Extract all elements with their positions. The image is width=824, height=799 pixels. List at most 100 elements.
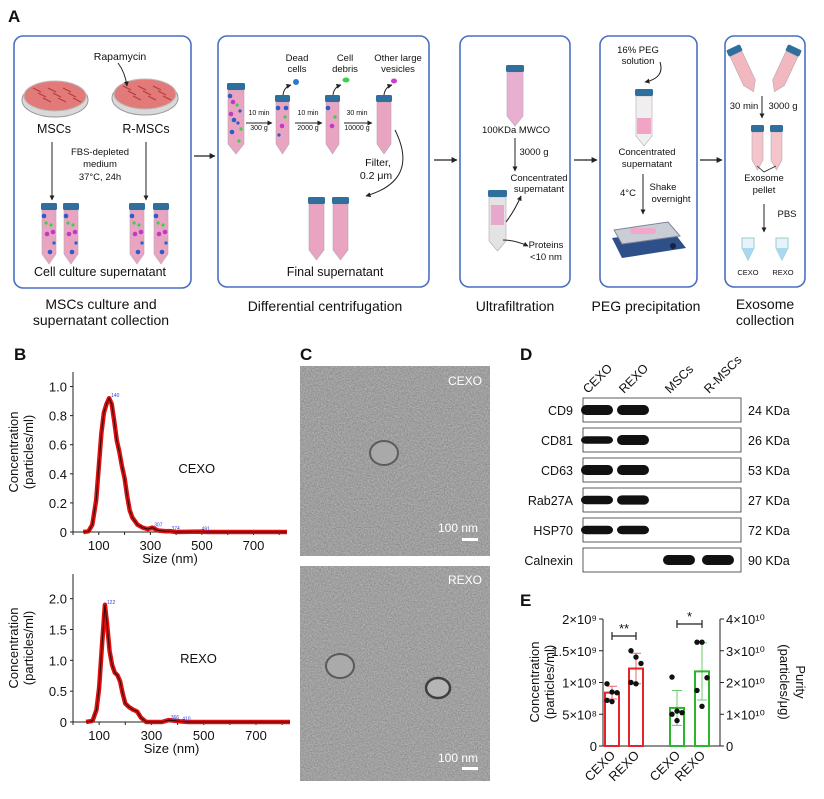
debris-dot bbox=[342, 77, 350, 83]
data-point bbox=[604, 697, 610, 703]
protein-label: CD63 bbox=[541, 464, 573, 478]
lane-label: R-MSCs bbox=[701, 353, 744, 396]
eppendorf-tube-icon bbox=[741, 237, 755, 262]
filter-size: 0.2 μm bbox=[360, 170, 393, 182]
particle bbox=[66, 221, 70, 225]
dead-cells-label: Dead bbox=[286, 53, 309, 64]
centrifuge-tube-icon bbox=[751, 125, 764, 171]
tube-cap bbox=[275, 95, 290, 102]
centrifuge-tube-icon bbox=[308, 197, 325, 261]
particle bbox=[229, 129, 235, 135]
spin-time-label: 30 min bbox=[730, 101, 759, 112]
scale-bar bbox=[462, 767, 478, 770]
tube-cap bbox=[785, 44, 802, 57]
tube-cap bbox=[751, 125, 764, 132]
tube-body bbox=[506, 71, 524, 127]
particle bbox=[231, 117, 237, 123]
concentrated-supernatant-label: Concentrated bbox=[618, 147, 675, 158]
particle bbox=[283, 105, 289, 111]
data-point bbox=[609, 698, 615, 705]
final-supernatant-label: Final supernatant bbox=[287, 265, 384, 279]
right-tick-label: 1×10¹⁰ bbox=[726, 707, 765, 722]
data-point bbox=[628, 648, 634, 654]
mean-line bbox=[83, 396, 287, 533]
tube-body bbox=[308, 203, 325, 261]
series-label: REXO bbox=[180, 651, 217, 666]
proteins-label: Proteins bbox=[529, 240, 564, 251]
step-box-exosome bbox=[724, 35, 806, 288]
protein-band bbox=[617, 465, 649, 475]
particle bbox=[66, 231, 72, 237]
y-tick-label: 0.6 bbox=[49, 438, 67, 453]
step-title-peg: PEG precipitation bbox=[592, 298, 701, 314]
panel-label-c: C bbox=[300, 345, 312, 364]
shaker-tube bbox=[630, 228, 656, 234]
data-point bbox=[609, 689, 615, 695]
panel-c: C CEXO 100 nm REXO 100 nm bbox=[300, 345, 490, 781]
data-point bbox=[694, 639, 700, 645]
particle bbox=[235, 103, 239, 107]
particle bbox=[237, 139, 241, 143]
panel-label-b: B bbox=[14, 345, 26, 364]
panel-label-a: A bbox=[8, 7, 20, 26]
peg-label: solution bbox=[622, 56, 655, 67]
particle bbox=[49, 223, 53, 227]
centrifuge-tube-icon bbox=[376, 95, 392, 155]
step-box-ultrafiltration bbox=[459, 35, 571, 288]
x-tick-label: 100 bbox=[88, 538, 110, 553]
scale-bar-label: 100 nm bbox=[438, 751, 478, 765]
scale-bar bbox=[462, 538, 478, 541]
peak-label: 410 bbox=[182, 716, 191, 722]
particle bbox=[71, 223, 75, 227]
step-title-culture: MSCs culture and bbox=[45, 296, 156, 312]
panel-a: A Rapamycin MSCs R-MSCs FBS-depleted med… bbox=[8, 7, 806, 328]
nta-chart-rexo: 0 0.5 1.0 1.5 2.0 100 300 500 700 Size (nm) Concen… bbox=[6, 574, 290, 756]
tube-body bbox=[729, 50, 756, 93]
particle bbox=[63, 213, 69, 219]
step-title-ultrafiltration: Ultrafiltration bbox=[476, 298, 555, 314]
cell-streak bbox=[72, 97, 82, 103]
tube-cap bbox=[726, 44, 743, 57]
tem-label: CEXO bbox=[448, 374, 482, 388]
centrifuge-tube-icon bbox=[635, 89, 653, 147]
tube-body bbox=[376, 101, 392, 155]
blot-row: HSP70 72 KDa bbox=[533, 517, 790, 543]
tube-cap bbox=[325, 95, 340, 102]
y-tick-label: 0.5 bbox=[49, 684, 67, 699]
western-blot: CEXO REXO MSCs R-MSCs CD9 24 KDa CD81 26 KDa CD6… bbox=[524, 353, 790, 573]
molecular-weight-label: 24 KDa bbox=[748, 404, 790, 418]
blot-row: Rab27A 27 KDa bbox=[528, 487, 790, 513]
curved-arrow-icon bbox=[644, 61, 662, 84]
cell-culture-supernatant-label: Cell culture supernatant bbox=[34, 265, 167, 279]
spin1-g: 300 g bbox=[250, 125, 268, 132]
protein-band bbox=[617, 405, 649, 415]
large-vesicles-label: vesicles bbox=[381, 64, 415, 75]
step-box-centrifugation bbox=[217, 35, 430, 288]
particle bbox=[164, 241, 168, 245]
concentrated-supernatant-label: supernatant bbox=[622, 159, 673, 170]
cell-streak bbox=[122, 85, 132, 91]
tube-body bbox=[751, 131, 764, 171]
particle bbox=[236, 121, 240, 125]
particle bbox=[239, 127, 243, 131]
particle bbox=[156, 221, 160, 225]
petri-dish-icon bbox=[111, 78, 179, 116]
blot-row: CD9 24 KDa bbox=[548, 397, 790, 423]
dish-cells bbox=[113, 78, 177, 110]
blot-row: CD63 53 KDa bbox=[541, 457, 790, 483]
filter-label: Filter, bbox=[365, 157, 391, 169]
particle bbox=[135, 249, 141, 255]
temperature-label: 4°C bbox=[620, 188, 636, 199]
molecular-weight-label: 90 KDa bbox=[748, 554, 790, 568]
particle bbox=[41, 213, 47, 219]
particle bbox=[159, 249, 165, 255]
centrifuge-tube-icon bbox=[227, 83, 245, 155]
x-axis-title: Size (nm) bbox=[144, 741, 200, 756]
y-tick-label: 0.4 bbox=[49, 467, 67, 482]
cell-streak bbox=[67, 92, 77, 98]
eppendorf-tube-icon bbox=[775, 237, 789, 262]
peak-label: 366 bbox=[171, 715, 180, 721]
curved-arrow-icon bbox=[383, 83, 393, 96]
right-tick-label: 3×10¹⁰ bbox=[726, 644, 765, 659]
tube-cap bbox=[506, 65, 524, 72]
